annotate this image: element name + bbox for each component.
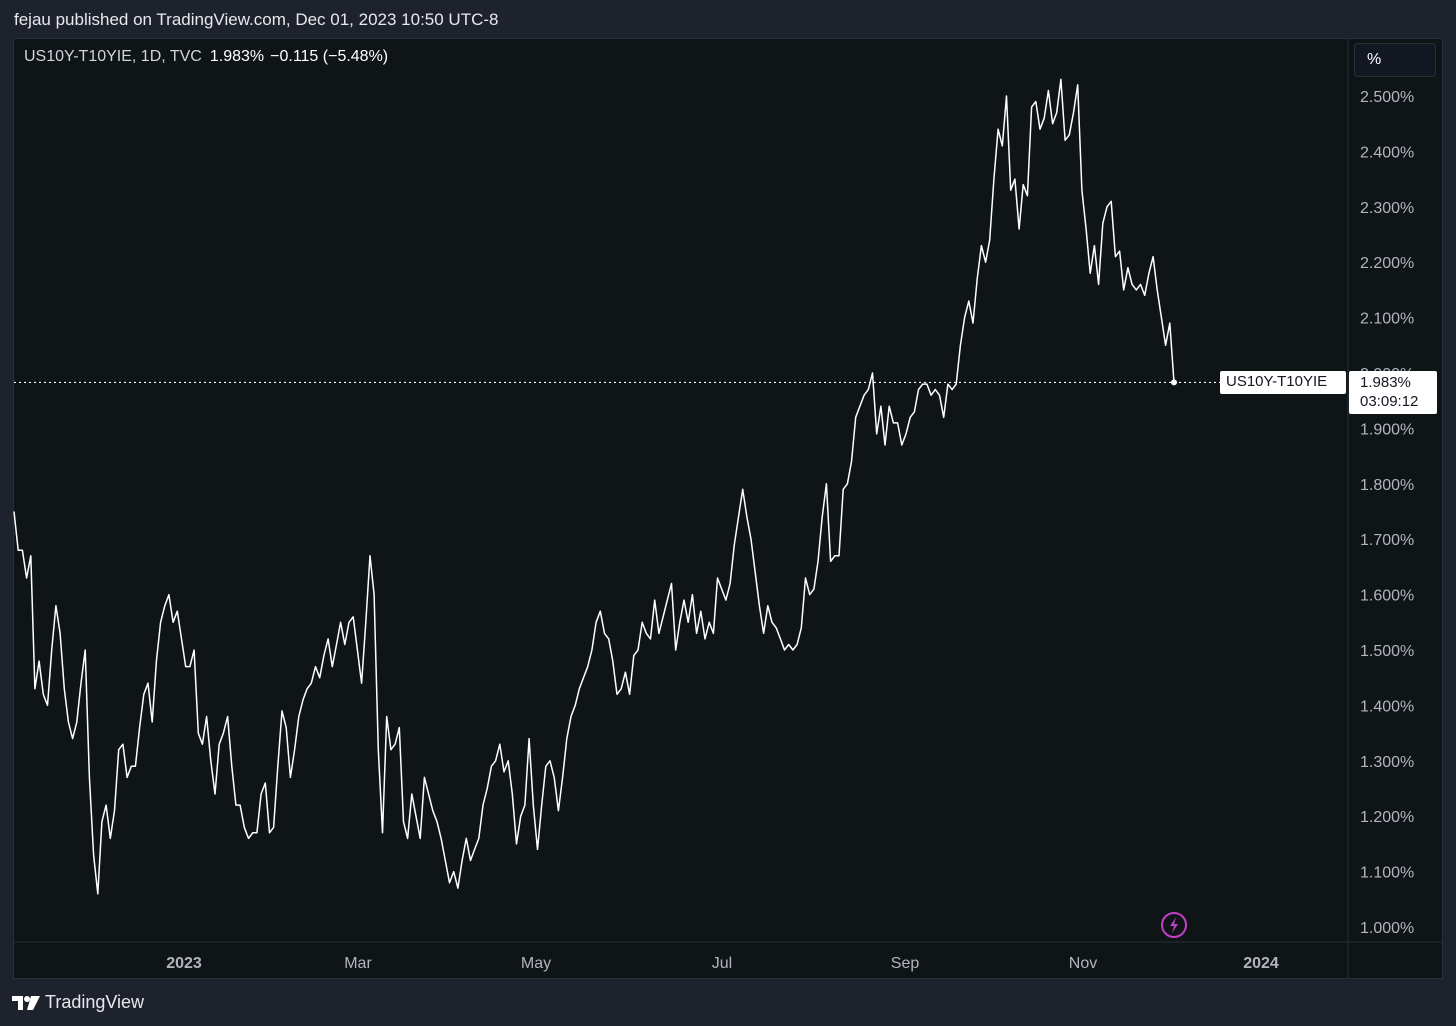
alert-icon[interactable] bbox=[1161, 912, 1187, 938]
price-tag-symbol: US10Y-T10YIE bbox=[1220, 371, 1346, 394]
x-tick-label: Jul bbox=[712, 955, 732, 972]
y-tick-label: 2.200% bbox=[1360, 255, 1414, 272]
y-tick-label: 1.700% bbox=[1360, 532, 1414, 549]
price-tag-last-value: 1.983% bbox=[1360, 374, 1411, 391]
price-axis[interactable]: 2.500%2.400%2.300%2.200%2.100%2.000%1.90… bbox=[1360, 89, 1414, 937]
chart-pane[interactable] bbox=[13, 38, 1443, 979]
y-tick-label: 1.000% bbox=[1360, 920, 1414, 937]
tradingview-brand: TradingView bbox=[45, 992, 145, 1012]
y-tick-label: 1.300% bbox=[1360, 754, 1414, 771]
y-tick-label: 2.400% bbox=[1360, 144, 1414, 161]
legend: US10Y-T10YIE, 1D, TVC 1.983% −0.115 (−5.48… bbox=[24, 48, 388, 66]
price-tag-value: 1.983% 03:09:12 bbox=[1349, 371, 1437, 414]
last-price-dot bbox=[1171, 379, 1177, 386]
legend-change: −0.115 (−5.48%) bbox=[270, 48, 389, 65]
tradingview-logo-icon bbox=[12, 996, 40, 1010]
x-tick-label: 2023 bbox=[166, 955, 202, 972]
x-tick-label: May bbox=[521, 955, 551, 972]
percent-scale-label: % bbox=[1367, 51, 1382, 68]
publish-info: fejau published on TradingView.com, Dec … bbox=[14, 10, 499, 29]
y-tick-label: 1.100% bbox=[1360, 865, 1414, 882]
publish-header: fejau published on TradingView.com, Dec … bbox=[0, 0, 1456, 38]
y-tick-label: 1.800% bbox=[1360, 477, 1414, 494]
time-axis[interactable]: 2023 Mar May Jul Sep Nov 2024 bbox=[166, 955, 1279, 972]
y-tick-label: 1.600% bbox=[1360, 588, 1414, 605]
y-tick-label: 1.900% bbox=[1360, 421, 1414, 438]
y-tick-label: 2.100% bbox=[1360, 311, 1414, 328]
legend-last-value: 1.983% bbox=[209, 48, 265, 65]
y-tick-label: 1.400% bbox=[1360, 698, 1414, 715]
tradingview-logo[interactable]: TradingView bbox=[12, 992, 144, 1016]
x-tick-label: Nov bbox=[1069, 955, 1097, 972]
legend-symbol: US10Y-T10YIE, 1D, TVC bbox=[24, 48, 202, 65]
price-tag-countdown: 03:09:12 bbox=[1360, 393, 1419, 410]
y-tick-label: 1.500% bbox=[1360, 643, 1414, 660]
percent-scale-button[interactable]: % bbox=[1354, 43, 1436, 77]
x-tick-label: 2024 bbox=[1243, 955, 1279, 972]
series-line bbox=[13, 78, 1175, 895]
y-tick-label: 2.300% bbox=[1360, 200, 1414, 217]
y-tick-label: 2.500% bbox=[1360, 89, 1414, 106]
y-tick-label: 1.200% bbox=[1360, 809, 1414, 826]
x-tick-label: Sep bbox=[891, 955, 920, 972]
price-tag-symbol-label: US10Y-T10YIE bbox=[1226, 373, 1328, 390]
x-tick-label: Mar bbox=[344, 955, 372, 972]
